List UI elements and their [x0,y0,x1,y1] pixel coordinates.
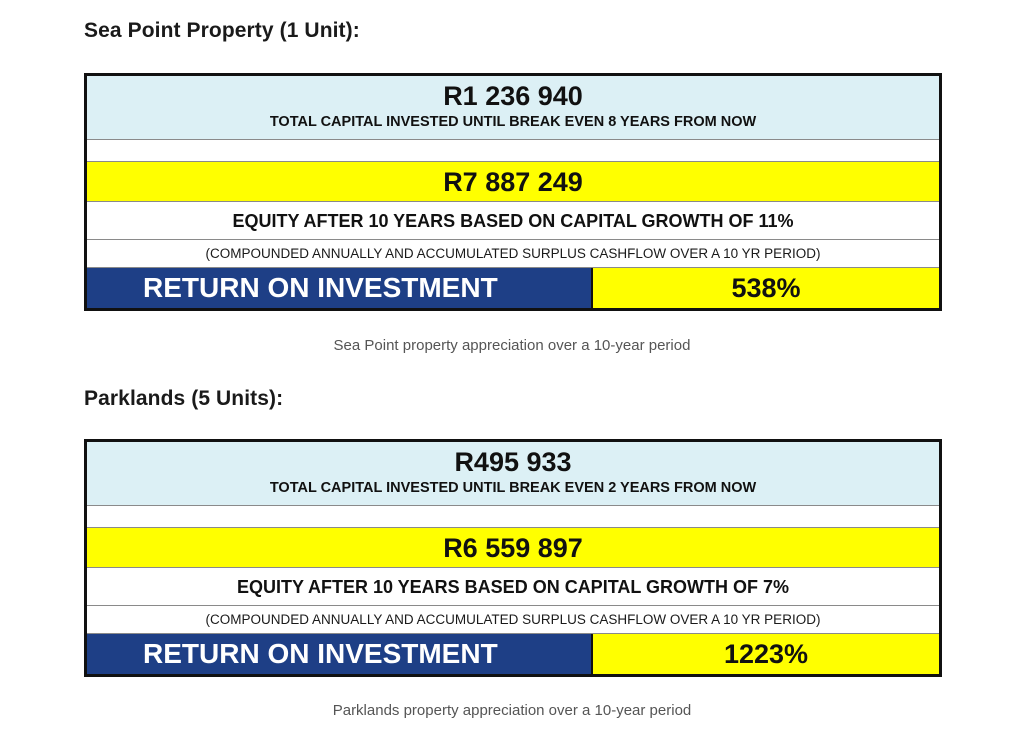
figure-caption-sea-point: Sea Point property appreciation over a 1… [333,337,691,354]
spacer-row [87,506,939,528]
equity-note: (COMPOUNDED ANNUALLY AND ACCUMULATED SUR… [87,240,939,268]
capital-invested-amount: R1 236 940 [443,81,583,111]
capital-invested-row: R1 236 940 TOTAL CAPITAL INVESTED UNTIL … [87,76,939,140]
equity-amount: R7 887 249 [87,162,939,202]
equity-amount: R6 559 897 [87,528,939,568]
equity-label: EQUITY AFTER 10 YEARS BASED ON CAPITAL G… [87,202,939,240]
capital-invested-row: R495 933 TOTAL CAPITAL INVESTED UNTIL BR… [87,442,939,506]
equity-note: (COMPOUNDED ANNUALLY AND ACCUMULATED SUR… [87,606,939,634]
capital-invested-amount: R495 933 [454,447,572,477]
equity-label: EQUITY AFTER 10 YEARS BASED ON CAPITAL G… [87,568,939,606]
capital-invested-caption: TOTAL CAPITAL INVESTED UNTIL BREAK EVEN … [269,114,757,130]
capital-invested-caption: TOTAL CAPITAL INVESTED UNTIL BREAK EVEN … [269,480,757,496]
section-heading-parklands: Parklands (5 Units): [84,387,284,410]
figure-caption-parklands: Parklands property appreciation over a 1… [332,702,692,719]
investment-summary-card-parklands: R495 933 TOTAL CAPITAL INVESTED UNTIL BR… [84,439,942,677]
return-on-investment-row: RETURN ON INVESTMENT 1223% [87,634,939,674]
investment-summary-card-sea-point: R1 236 940 TOTAL CAPITAL INVESTED UNTIL … [84,73,942,311]
roi-label: RETURN ON INVESTMENT [87,268,593,308]
spacer-row [87,140,939,162]
section-heading-sea-point: Sea Point Property (1 Unit): [84,19,360,42]
roi-label: RETURN ON INVESTMENT [87,634,593,674]
return-on-investment-row: RETURN ON INVESTMENT 538% [87,268,939,308]
roi-value: 1223% [593,634,939,674]
roi-value: 538% [593,268,939,308]
